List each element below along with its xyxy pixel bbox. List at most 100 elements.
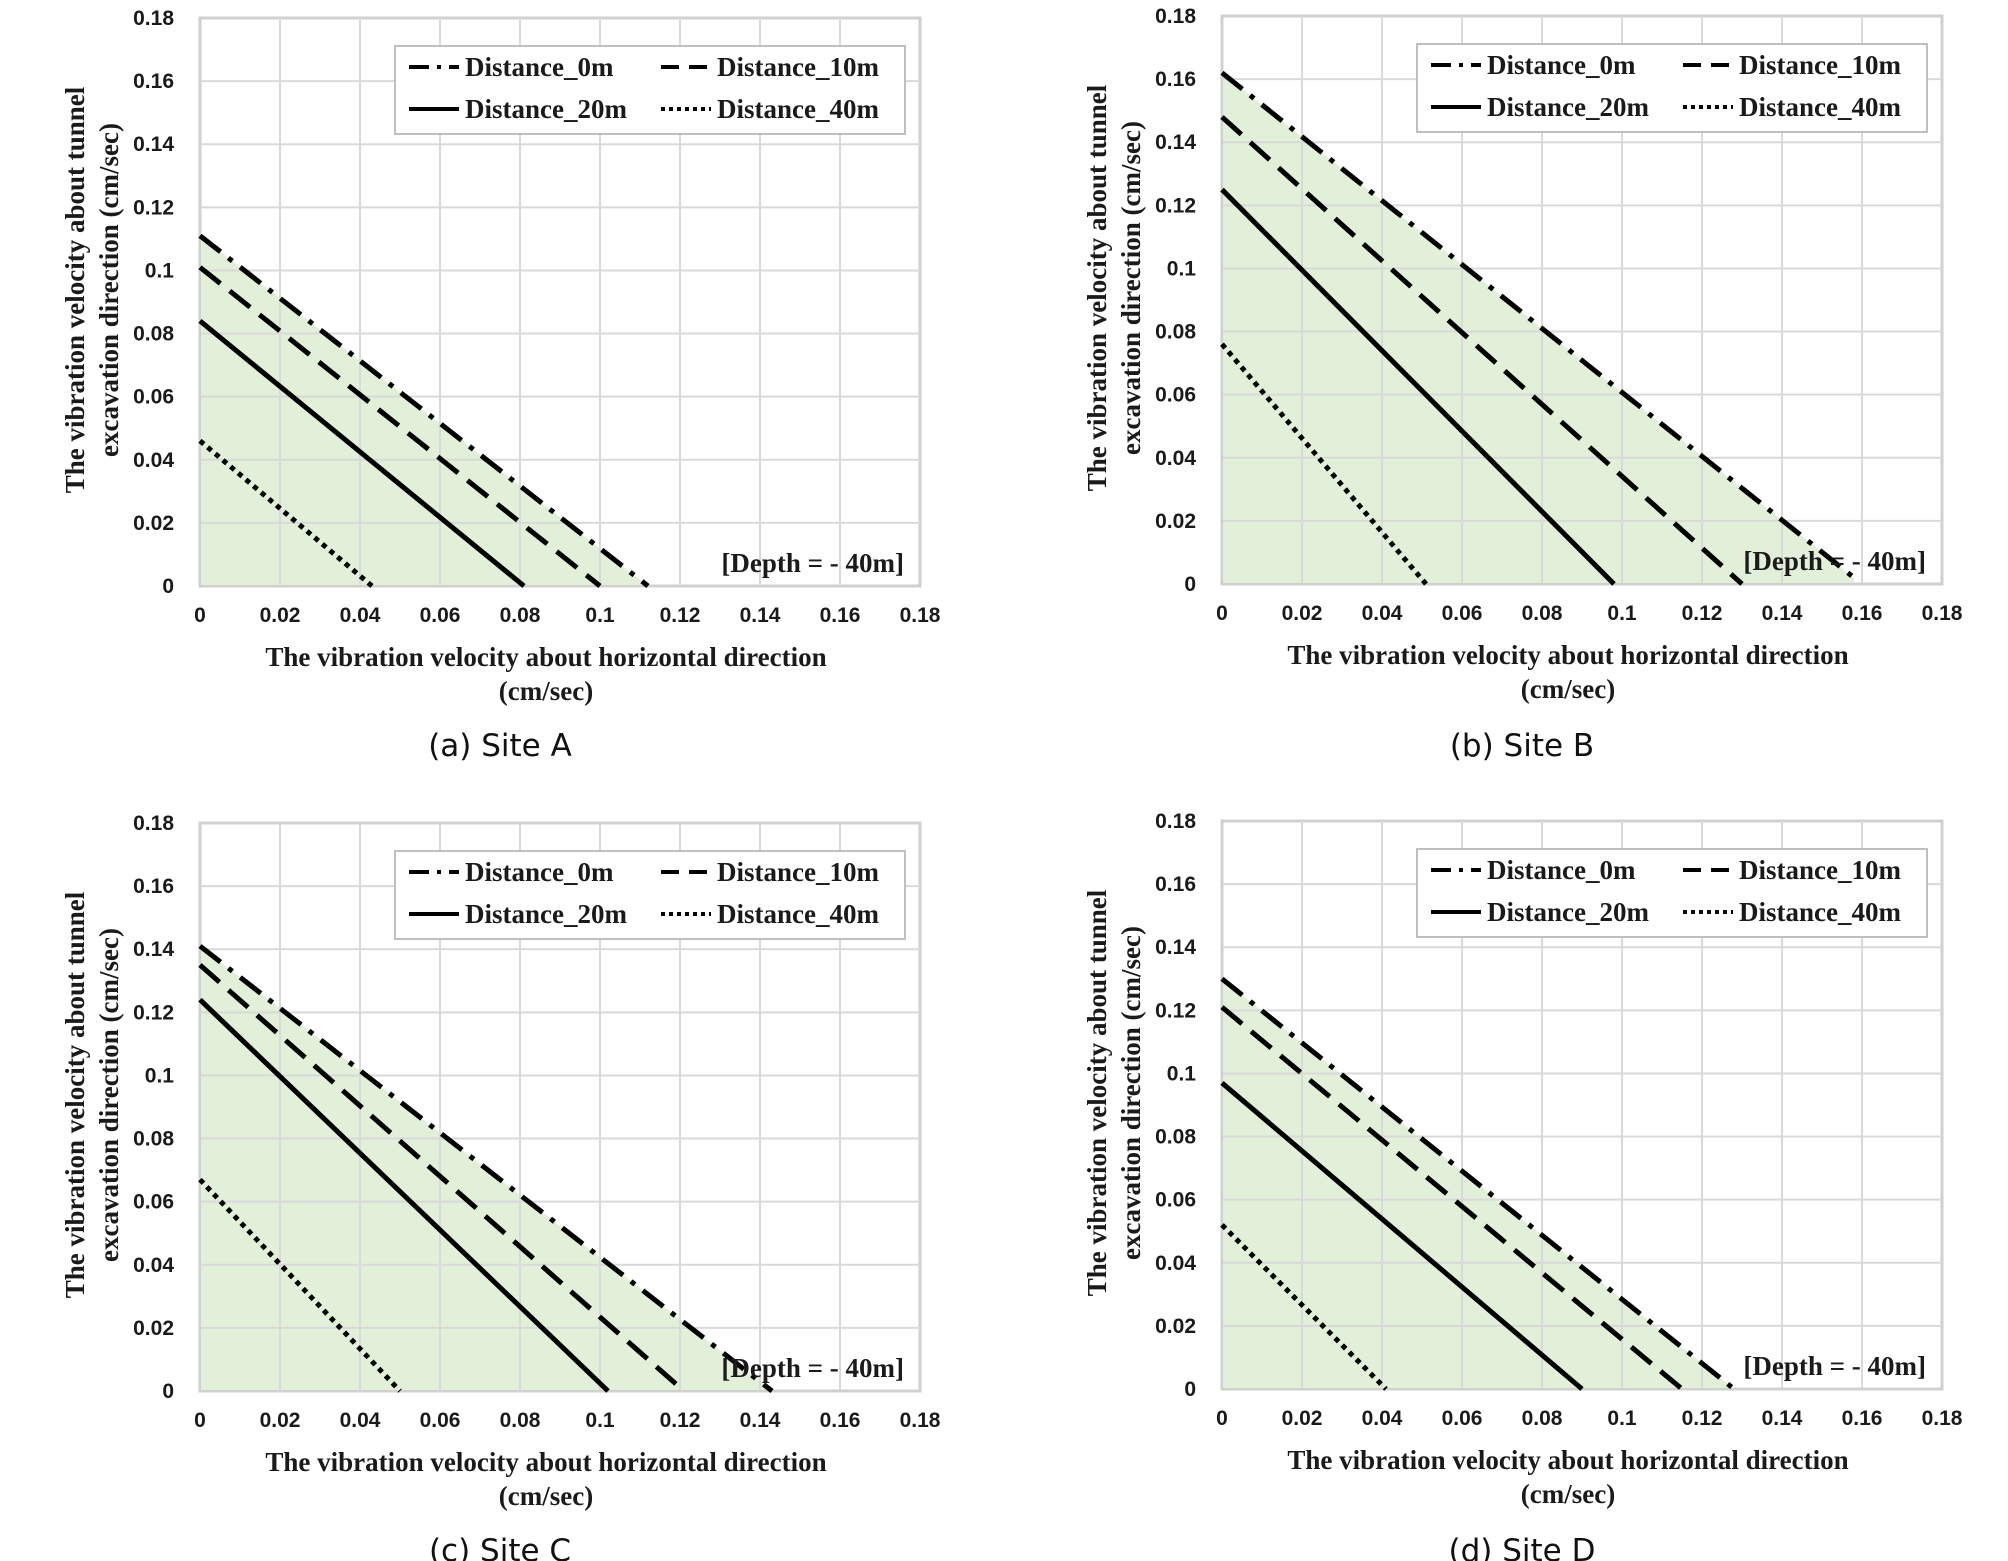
panel-caption: (b) Site B: [1450, 728, 1594, 764]
x-tick-label: 0.04: [340, 604, 381, 627]
x-tick-label: 0.08: [500, 1409, 541, 1432]
x-tick-label: 0.18: [900, 604, 941, 627]
series-line-distance-20m: [1220, 1081, 1584, 1391]
tick-labels: 0 0.02 0.04 0.06 0.08 0.1 0.12 0.14 0.16 0.18 0 0.0…: [133, 812, 941, 1432]
legend: Distance_0m Distance_10m Distance_20m Dista…: [394, 850, 906, 940]
x-tick-label: 0.02: [260, 604, 301, 627]
series-line-distance-40m: [1220, 1223, 1388, 1391]
series-line-distance-0m: [1220, 70, 1856, 580]
x-tick-label: 0.02: [260, 1409, 301, 1432]
chart-panel-a: 0 0.02 0.04 0.06 0.08 0.1 0.12 0.14 0.16 0.18 0 0.0…: [60, 7, 941, 764]
legend-label: Distance_40m: [717, 899, 879, 929]
y-tick-label: 0.16: [133, 70, 174, 93]
x-tick-label: 0.14: [1762, 1407, 1803, 1430]
y-tick-label: 0.06: [1155, 384, 1196, 407]
y-tick-label: 0.12: [1155, 999, 1196, 1022]
y-axis-title: The vibration velocity about tunnel: [1082, 84, 1112, 491]
x-tick-label: 0.1: [1607, 1407, 1637, 1430]
y-axis-title: The vibration velocity about tunnel: [60, 891, 90, 1298]
x-axis-title: (cm/sec): [1521, 1479, 1615, 1509]
x-tick-label: 0.06: [420, 604, 461, 627]
x-axis-title: (cm/sec): [1521, 674, 1615, 704]
series-line-distance-10m: [1220, 1005, 1684, 1391]
legend-label: Distance_40m: [1739, 92, 1901, 122]
x-tick-label: 0.18: [1922, 1407, 1963, 1430]
legend-label: Distance_0m: [465, 52, 614, 82]
y-axis-title: The vibration velocity about tunnel: [1082, 889, 1112, 1296]
legend-label: Distance_20m: [465, 94, 627, 124]
y-tick-label: 0.08: [1155, 321, 1196, 344]
y-tick-label: 0.02: [133, 1317, 174, 1340]
x-tick-label: 0: [1216, 602, 1228, 625]
x-tick-label: 0.02: [1282, 1407, 1323, 1430]
y-tick-label: 0.14: [133, 938, 174, 961]
x-tick-label: 0.12: [660, 604, 701, 627]
panel-caption: (a) Site A: [428, 728, 572, 764]
y-tick-label: 0.02: [1155, 510, 1196, 533]
tick-labels: 0 0.02 0.04 0.06 0.08 0.1 0.12 0.14 0.16 0.18 0 0.0…: [1155, 810, 1963, 1430]
panel-caption: (c) Site C: [429, 1533, 571, 1561]
tick-labels: 0 0.02 0.04 0.06 0.08 0.1 0.12 0.14 0.16 0.18 0 0.0…: [1155, 5, 1963, 625]
grid: [200, 823, 920, 1391]
y-tick-label: 0.18: [133, 812, 174, 835]
y-axis-title: excavation direction (cm/sec): [94, 123, 124, 457]
y-tick-label: 0.02: [1155, 1315, 1196, 1338]
chart-panel-d: 0 0.02 0.04 0.06 0.08 0.1 0.12 0.14 0.16 0.18 0 0.0…: [1082, 810, 1963, 1561]
y-tick-label: 0.12: [133, 1001, 174, 1024]
x-axis-title: The vibration velocity about horizontal …: [1287, 640, 1848, 670]
x-tick-label: 0.08: [1522, 1407, 1563, 1430]
y-tick-label: 0.04: [133, 449, 174, 472]
x-tick-label: 0.1: [585, 604, 615, 627]
legend-box: [394, 45, 906, 135]
panel-caption: (d) Site D: [1449, 1533, 1596, 1561]
series-line-distance-40m: [198, 1177, 402, 1393]
y-tick-label: 0.04: [1155, 1252, 1196, 1275]
depth-annotation: [Depth = - 40m]: [1743, 1351, 1926, 1381]
legend-box: [1416, 43, 1928, 133]
x-tick-label: 0.18: [900, 1409, 941, 1432]
y-tick-label: 0.1: [1167, 1062, 1197, 1085]
x-tick-label: 0.04: [1362, 1407, 1403, 1430]
y-tick-label: 0.04: [133, 1254, 174, 1277]
y-tick-label: 0.16: [1155, 68, 1196, 91]
y-tick-label: 0.16: [133, 875, 174, 898]
legend-label: Distance_20m: [1487, 897, 1649, 927]
x-tick-label: 0.08: [1522, 602, 1563, 625]
series-line-distance-0m: [198, 944, 774, 1393]
x-axis-title: The vibration velocity about horizontal …: [1287, 1445, 1848, 1475]
depth-annotation: [Depth = - 40m]: [721, 1353, 904, 1383]
y-tick-label: 0.08: [133, 323, 174, 346]
x-tick-label: 0.04: [340, 1409, 381, 1432]
y-tick-label: 0: [1184, 573, 1196, 596]
series-line-distance-0m: [198, 233, 650, 588]
x-tick-label: 0.18: [1922, 602, 1963, 625]
x-tick-label: 0.12: [1682, 1407, 1723, 1430]
legend-label: Distance_40m: [1739, 897, 1901, 927]
x-tick-label: 0.02: [1282, 602, 1323, 625]
y-tick-label: 0.06: [133, 1191, 174, 1214]
legend-label: Distance_10m: [717, 857, 879, 887]
legend-label: Distance_0m: [1487, 50, 1636, 80]
y-tick-label: 0.1: [1167, 257, 1197, 280]
legend: Distance_0m Distance_10m Distance_20m Dista…: [1416, 43, 1928, 133]
series-line-distance-20m: [198, 997, 610, 1393]
legend: Distance_0m Distance_10m Distance_20m Dista…: [394, 45, 906, 135]
y-tick-label: 0.1: [145, 259, 175, 282]
x-tick-label: 0.14: [1762, 602, 1803, 625]
y-tick-label: 0.18: [1155, 5, 1196, 28]
x-tick-label: 0.1: [1607, 602, 1637, 625]
x-tick-label: 0.16: [1842, 602, 1883, 625]
legend-label: Distance_10m: [1739, 855, 1901, 885]
x-tick-label: 0.16: [820, 604, 861, 627]
y-tick-label: 0: [1184, 1378, 1196, 1401]
x-tick-label: 0: [1216, 1407, 1228, 1430]
legend-label: Distance_20m: [465, 899, 627, 929]
y-tick-label: 0.08: [133, 1128, 174, 1151]
x-tick-label: 0.06: [1442, 1407, 1483, 1430]
y-tick-label: 0.06: [1155, 1189, 1196, 1212]
x-tick-label: 0.08: [500, 604, 541, 627]
x-tick-label: 0.12: [1682, 602, 1723, 625]
tick-labels: 0 0.02 0.04 0.06 0.08 0.1 0.12 0.14 0.16 0.18 0 0.0…: [133, 7, 941, 627]
chart-panel-c: 0 0.02 0.04 0.06 0.08 0.1 0.12 0.14 0.16 0.18 0 0.0…: [60, 812, 941, 1561]
